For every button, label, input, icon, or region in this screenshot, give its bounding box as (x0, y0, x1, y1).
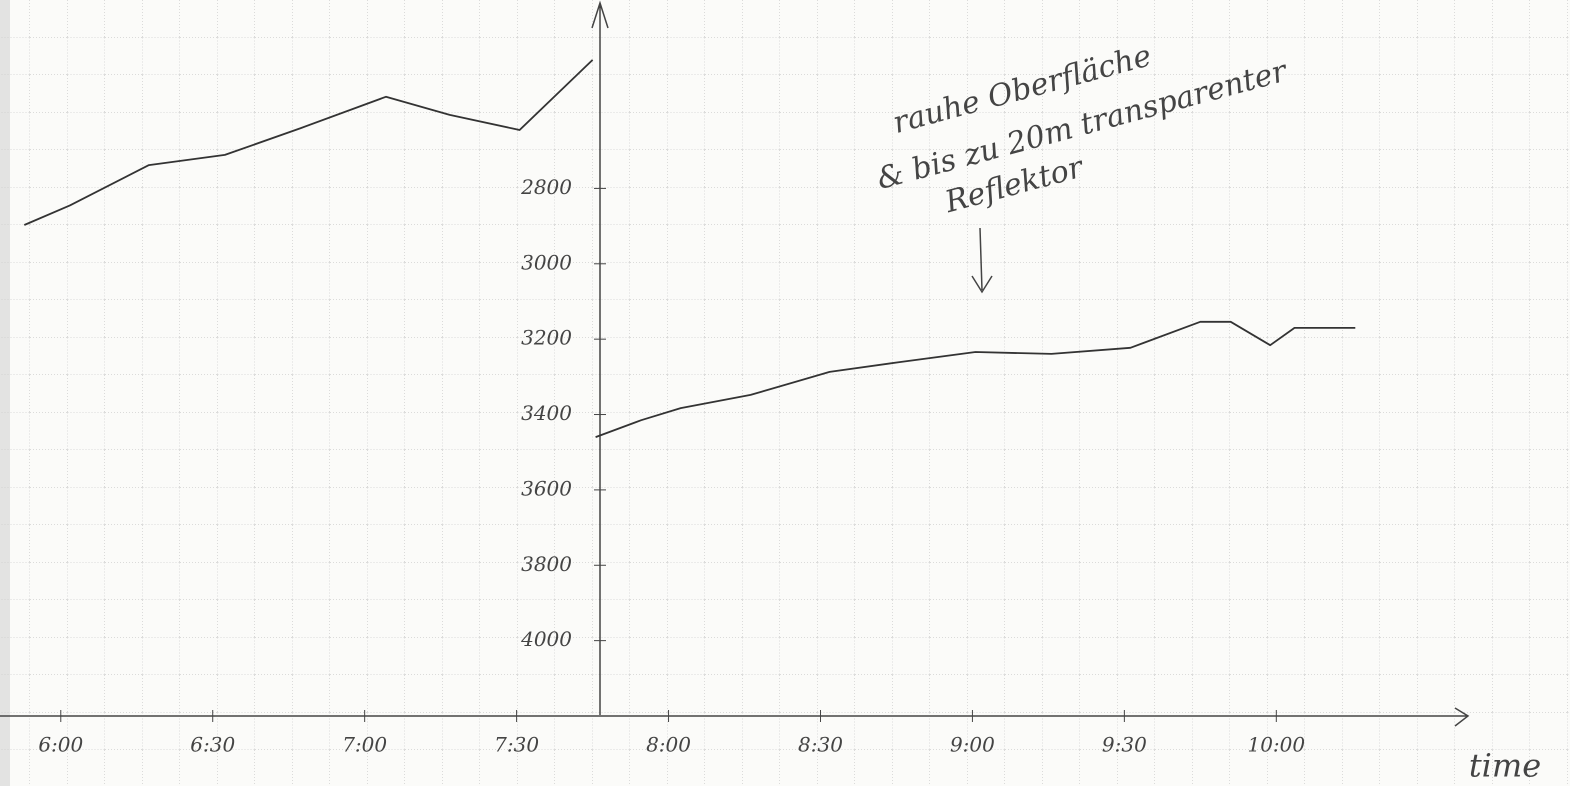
x-tick-label: 9:30 (1102, 733, 1147, 757)
paper-edge (0, 0, 10, 786)
annotation-arrow (971, 227, 993, 294)
y-tick-label: 3200 (521, 326, 572, 350)
x-tick-label: 10:00 (1247, 733, 1305, 757)
y-tick-label: 3600 (521, 476, 572, 500)
x-tick-label: 7:30 (494, 733, 539, 757)
x-tick-label: 7:00 (342, 733, 387, 757)
y-axis (591, 0, 609, 715)
y-tick-label: 2800 (520, 175, 572, 199)
x-tick-label: 6:30 (190, 733, 235, 757)
y-tick-label: 3800 (521, 552, 572, 576)
x-tick-label: 9:00 (950, 733, 995, 757)
x-tick-label: 8:30 (798, 733, 843, 757)
x-axis-label: time (1469, 747, 1541, 785)
y-tick-label: 3000 (521, 250, 572, 274)
y-tick-label: 3400 (521, 401, 572, 425)
x-axis (0, 707, 1470, 727)
data-line (23, 59, 1356, 438)
x-tick-label: 6:00 (38, 733, 83, 757)
x-tick-label: 8:00 (646, 733, 691, 757)
y-tick-label: 4000 (520, 627, 572, 651)
